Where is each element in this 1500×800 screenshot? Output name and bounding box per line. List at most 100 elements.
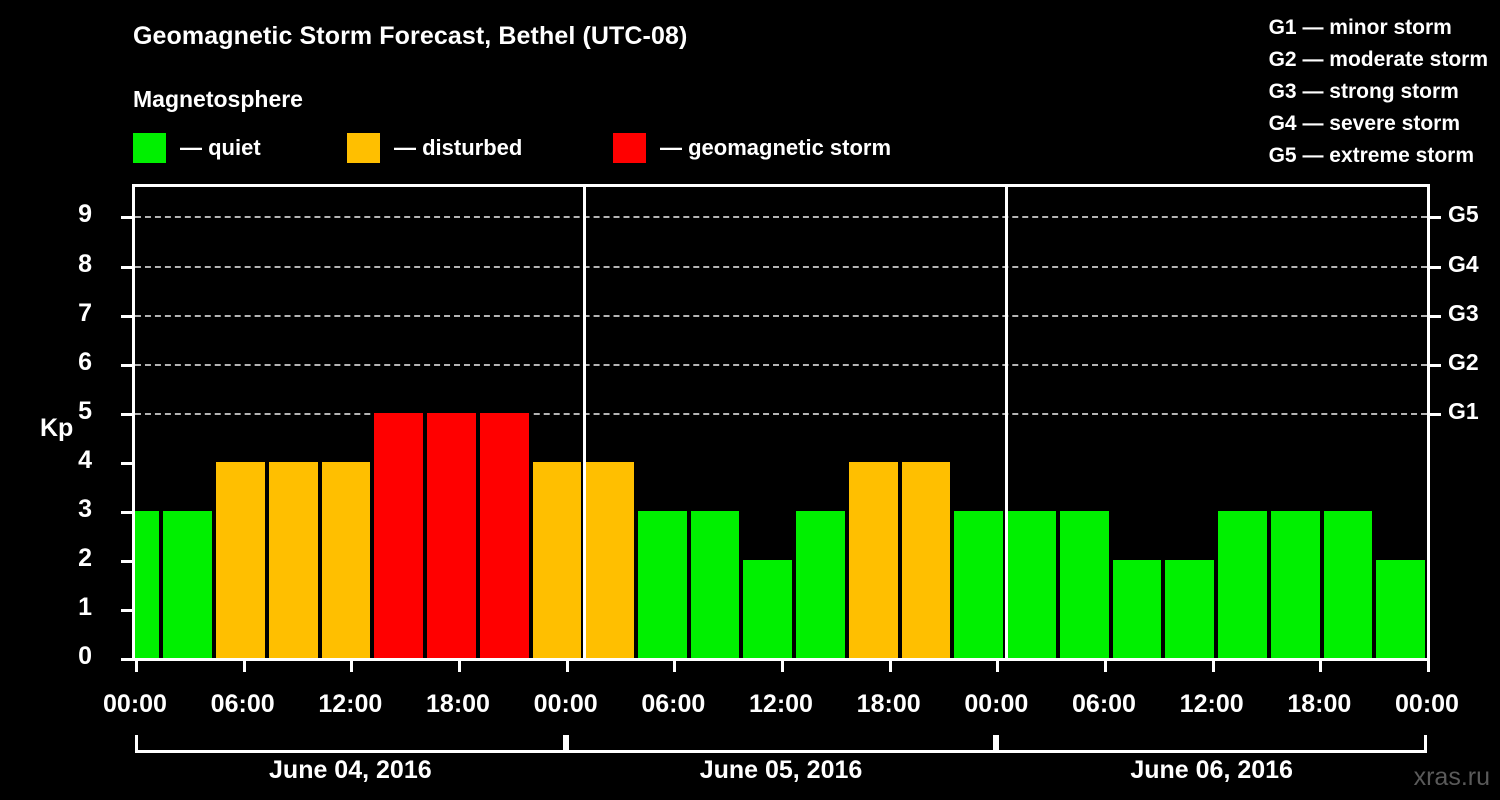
x-tick-mark-11 — [1319, 661, 1323, 672]
x-tick-mark-9 — [1104, 661, 1107, 672]
y-tick-mark-7 — [121, 314, 132, 318]
day-label-2: June 05, 2016 — [699, 756, 863, 784]
g-scale-legend: G1 — minor storm G2 — moderate storm G3 — … — [1269, 12, 1488, 172]
x-tick-label-0: 00:00 — [103, 690, 167, 718]
x-tick-mark-0 — [135, 661, 138, 672]
bar — [477, 412, 531, 658]
g-tick-label-g5: G5 — [1448, 201, 1479, 228]
x-tick-mark-4 — [565, 661, 569, 672]
y-tick-label-1: 1 — [78, 592, 92, 621]
y-tick-mark-9 — [121, 216, 132, 220]
bar — [635, 510, 689, 658]
bar — [1005, 510, 1058, 658]
bar — [161, 510, 215, 658]
x-tick-label-5: 06:00 — [641, 690, 706, 718]
x-tick-label-9: 06:00 — [1072, 690, 1136, 718]
y-tick-label-3: 3 — [78, 494, 92, 523]
x-tick-label-1: 06:00 — [210, 690, 275, 718]
x-tick-label-2: 12:00 — [318, 690, 383, 718]
g-legend-row-g5: G5 — extreme storm — [1268, 144, 1475, 167]
bar — [899, 461, 953, 658]
bar — [1216, 510, 1269, 658]
y-tick-mark-6 — [121, 363, 132, 367]
day-label-1: June 04, 2016 — [269, 756, 432, 784]
bar — [688, 510, 742, 658]
x-tick-label-7: 18:00 — [856, 690, 921, 718]
bar — [1110, 559, 1164, 658]
x-tick-label-4: 00:00 — [533, 690, 598, 718]
x-tick-mark-10 — [1211, 661, 1215, 672]
g-legend-row-g1: G1 — minor storm — [1268, 16, 1452, 39]
y-tick-mark-5 — [121, 412, 132, 416]
x-tick-label-12: 00:00 — [1395, 690, 1459, 718]
magnetosphere-label: Magnetosphere — [133, 86, 303, 112]
bar — [1057, 510, 1111, 658]
gridline-kp-5 — [135, 412, 1427, 415]
x-tick-mark-7 — [888, 661, 892, 672]
bar — [372, 412, 426, 658]
watermark: xras.ru — [1413, 763, 1490, 791]
x-tick-label-10: 12:00 — [1179, 690, 1244, 718]
y-tick-mark-1 — [121, 608, 132, 612]
bar — [1321, 510, 1375, 658]
legend-swatch-storm — [613, 133, 646, 163]
bar — [135, 510, 162, 658]
gridline-kp-8 — [135, 265, 1427, 268]
y-tick-label-4: 4 — [78, 445, 92, 474]
y-tick-label-6: 6 — [78, 347, 92, 376]
y-tick-label-7: 7 — [78, 298, 92, 327]
x-tick-mark-2 — [350, 661, 354, 672]
g-legend-row-g3: G3 — strong storm — [1268, 80, 1459, 103]
bar — [741, 559, 795, 658]
legend-swatch-quiet — [133, 133, 166, 163]
legend-swatch-disturbed — [347, 133, 380, 163]
x-tick-mark-1 — [242, 661, 246, 672]
x-tick-mark-5 — [673, 661, 677, 672]
gridline-kp-7 — [135, 314, 1427, 317]
day-label-3: June 06, 2016 — [1130, 756, 1293, 784]
y-tick-mark-8 — [121, 265, 132, 269]
x-tick-mark-12 — [1427, 661, 1430, 672]
legend-label-disturbed: — disturbed — [394, 135, 523, 160]
day-bracket-1 — [135, 735, 566, 753]
g-tick-mark-g4 — [1430, 265, 1441, 269]
legend-entry-storm: — geomagnetic storm — [613, 133, 891, 163]
bar — [1268, 510, 1322, 658]
bar — [214, 461, 267, 658]
plot-inner — [135, 187, 1427, 658]
bar — [530, 461, 584, 658]
bar — [1374, 559, 1427, 658]
day-bracket-3 — [996, 735, 1427, 753]
gridline-kp-9 — [135, 216, 1427, 219]
x-tick-label-3: 18:00 — [426, 690, 490, 718]
legend-entry-disturbed: — disturbed — [347, 133, 522, 163]
day-bracket-2 — [565, 735, 997, 753]
y-tick-mark-3 — [121, 510, 132, 514]
x-tick-label-11: 18:00 — [1287, 690, 1352, 718]
g-tick-label-g4: G4 — [1448, 250, 1479, 277]
y-tick-label-9: 9 — [78, 200, 92, 229]
y-tick-mark-2 — [121, 559, 132, 563]
plot-area — [132, 184, 1430, 661]
g-tick-mark-g1 — [1430, 412, 1441, 416]
g-tick-label-g2: G2 — [1448, 348, 1479, 375]
x-tick-mark-8 — [996, 661, 1000, 672]
legend-entry-quiet: — quiet — [133, 133, 261, 163]
g-tick-mark-g2 — [1430, 363, 1441, 367]
bar — [1163, 559, 1217, 658]
gridline-kp-6 — [135, 363, 1427, 366]
page-title: Geomagnetic Storm Forecast, Bethel (UTC-… — [133, 22, 688, 50]
g-legend-row-g2: G2 — moderate storm — [1268, 48, 1488, 71]
y-tick-label-5: 5 — [78, 396, 92, 425]
g-tick-mark-g5 — [1430, 216, 1441, 220]
bar — [846, 461, 900, 658]
y-tick-mark-4 — [121, 461, 132, 465]
bar — [266, 461, 320, 658]
bar — [952, 510, 1006, 658]
g-tick-label-g1: G1 — [1448, 397, 1479, 424]
x-tick-label-6: 12:00 — [749, 690, 813, 718]
g-tick-mark-g3 — [1430, 314, 1441, 318]
y-axis-title: Kp — [40, 414, 74, 442]
day-divider-2 — [1005, 187, 1009, 658]
y-tick-mark-0 — [121, 658, 132, 661]
